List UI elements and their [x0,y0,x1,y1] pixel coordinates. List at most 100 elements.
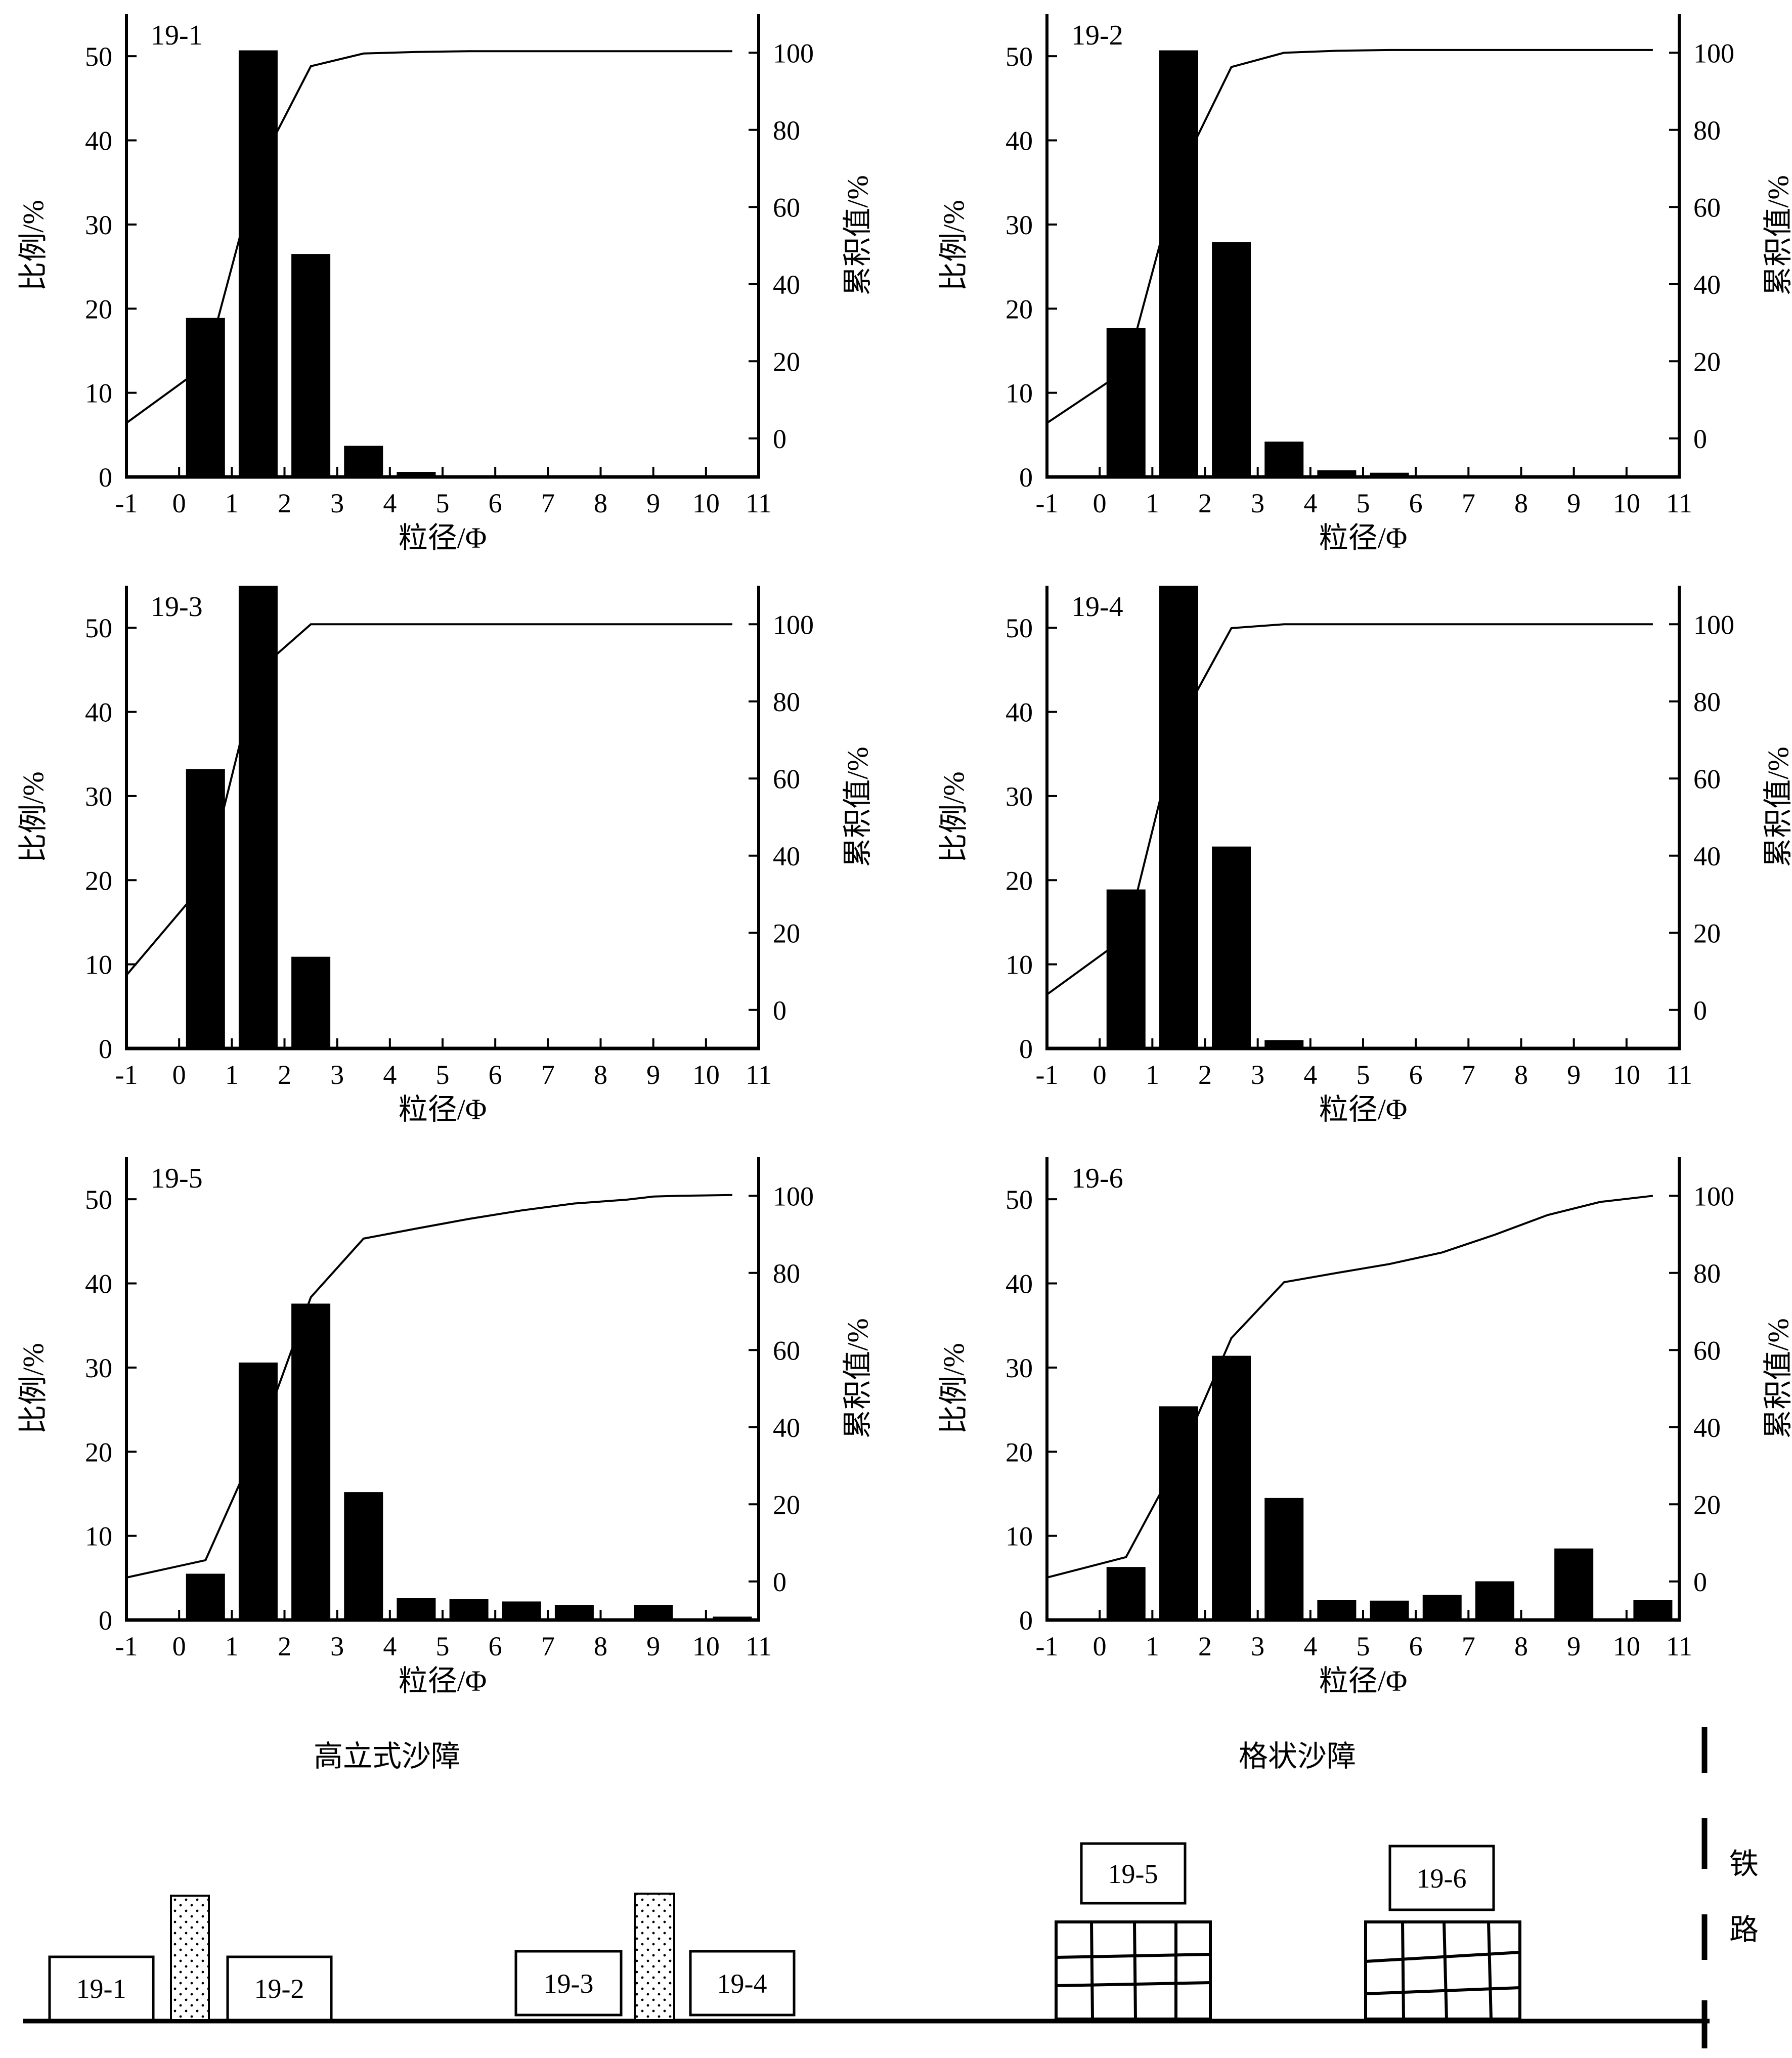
y-tick-label-left: 10 [1006,1521,1033,1552]
y-tick-label-left: 20 [1006,865,1033,896]
x-tick-label: 4 [1303,488,1317,518]
bar-19-5-1 [238,1362,278,1620]
x-tick-label: 3 [330,1060,344,1090]
x-tick-label: 7 [1462,1631,1475,1661]
cumulative-line-19-3 [125,623,732,976]
y-axis-label-right: 累积值/% [841,747,874,867]
y-tick-label-right: 0 [1693,995,1707,1026]
site-label-19-6: 19-6 [1417,1863,1467,1894]
y-tick-label-right: 60 [773,192,800,223]
x-tick-label: 11 [746,488,772,518]
y-tick-label-right: 100 [773,38,814,68]
y-tick-label-right: 80 [1693,687,1721,717]
x-tick-label: 9 [1567,1631,1581,1661]
x-tick-label: 9 [1567,488,1581,518]
y-tick-label-left: 50 [1006,613,1033,643]
x-tick-label: 2 [1198,1060,1212,1090]
y-tick-label-right: 40 [1693,270,1721,300]
y-tick-label-left: 10 [1006,950,1033,980]
y-tick-label-left: 0 [1019,1034,1033,1064]
y-axis-label-right: 累积值/% [1762,1318,1792,1438]
x-tick-label: 1 [225,1631,239,1661]
cumulative-line-19-1 [125,50,732,424]
bar-19-2-3 [1264,442,1304,477]
x-axis-label: 粒径/Φ [399,1093,487,1126]
y-tick-label-left: 40 [85,1269,112,1299]
y-tick-label-right: 80 [773,1258,800,1289]
x-tick-label: 5 [1357,488,1370,518]
x-tick-label: 9 [646,1060,660,1090]
x-tick-label: 0 [172,1060,186,1090]
panel-title: 19-6 [1071,1163,1123,1194]
y-tick-label-right: 40 [773,270,800,300]
cumulative-line-19-6 [1046,1195,1653,1579]
x-tick-label: 1 [225,488,239,518]
y-tick-label-right: 60 [1693,1335,1721,1366]
x-tick-label: 7 [541,1060,555,1090]
x-tick-label: 6 [489,1631,502,1661]
chart-panel-19-3: -1 0 1 2 3 4 5 6 7 8 9 10 11010203040500204060801001… [17,586,874,1126]
y-tick-label-right: 100 [1693,609,1734,640]
bar-19-6-2 [1212,1355,1251,1620]
y-tick-label-left: 30 [85,781,112,812]
panel-title: 19-3 [151,591,203,623]
x-tick-label: 10 [1613,1631,1640,1661]
x-tick-label: 4 [1303,1060,1317,1090]
x-tick-label: 3 [1251,1060,1264,1090]
site-label-19-2: 19-2 [254,1974,304,2004]
y-tick-label-left: 20 [85,865,112,896]
bar-19-6-4 [1317,1600,1357,1620]
x-tick-label: 0 [1093,1631,1107,1661]
y-tick-label-left: 50 [85,613,112,643]
bar-19-1-4 [397,472,436,477]
y-tick-label-left: 40 [1006,126,1033,156]
x-tick-label: 7 [541,1631,555,1661]
site-layout-diagram: 高立式沙障 格状沙障 铁 路 19-1 19-2 19-3 19-4 19-5 … [23,1727,1759,2048]
panel-title: 19-4 [1071,591,1123,623]
label-high-standing-barrier: 高立式沙障 [314,1740,460,1773]
y-tick-label-left: 10 [1006,378,1033,409]
y-axis-label-left: 比例/% [937,200,970,291]
panel-title: 19-5 [151,1163,203,1194]
railway-label-char-2: 路 [1729,1913,1759,1946]
x-tick-label: 2 [278,488,291,518]
x-tick-label: 4 [383,1631,397,1661]
x-tick-label: 7 [1462,1060,1475,1090]
bar-19-5-3 [344,1492,383,1620]
bar-19-6-0 [1106,1567,1146,1620]
y-tick-label-right: 40 [1693,841,1721,871]
x-tick-label: 6 [1409,488,1423,518]
y-tick-label-right: 40 [1693,1413,1721,1443]
panel-title: 19-2 [1071,20,1123,51]
bar-19-4-1 [1159,586,1198,1048]
x-axis-label: 粒径/Φ [1319,1093,1408,1126]
y-tick-label-left: 50 [85,41,112,72]
bar-19-6-5 [1370,1600,1409,1620]
panel-title: 19-1 [151,20,203,51]
y-tick-label-left: 30 [1006,210,1033,240]
x-axis-label: 粒径/Φ [399,1665,487,1697]
railway-label-char-1: 铁 [1729,1848,1759,1880]
x-tick-label: 11 [1666,488,1692,518]
x-tick-label: -1 [1036,1060,1059,1090]
site-label-19-4: 19-4 [717,1968,767,1999]
bar-19-6-1 [1159,1406,1198,1620]
x-tick-label: 5 [1357,1060,1370,1090]
x-tick-label: 0 [1093,1060,1107,1090]
y-axis-label-right: 累积值/% [841,1318,874,1438]
y-tick-label-left: 30 [85,1353,112,1383]
y-tick-label-right: 0 [1693,424,1707,454]
x-axis-label: 粒径/Φ [1319,521,1408,554]
x-tick-label: 10 [692,1631,720,1661]
y-tick-label-left: 30 [85,210,112,240]
bar-19-5-5 [449,1599,489,1620]
y-axis-label-right: 累积值/% [841,175,874,295]
bar-19-1-2 [291,254,331,477]
bar-19-6-3 [1264,1498,1304,1620]
y-tick-label-right: 20 [1693,346,1721,377]
checkerboard-barrier-2 [1364,1920,1521,2021]
x-tick-label: 7 [1462,488,1475,518]
y-tick-label-right: 20 [1693,1490,1721,1520]
y-tick-label-left: 30 [1006,1353,1033,1383]
x-tick-label: 3 [1251,488,1264,518]
